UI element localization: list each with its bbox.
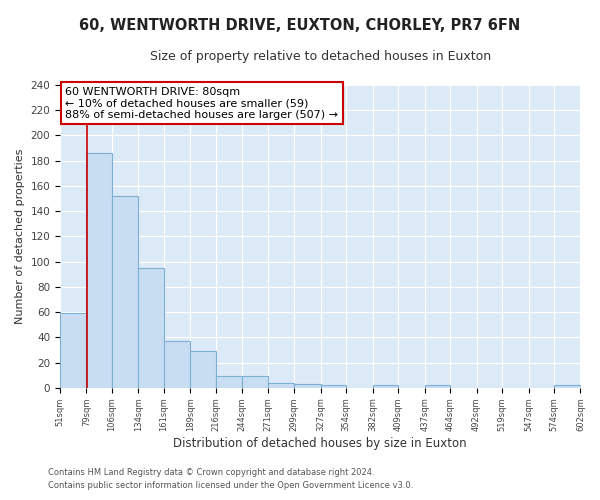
Bar bbox=[294, 384, 321, 388]
Title: Size of property relative to detached houses in Euxton: Size of property relative to detached ho… bbox=[150, 50, 491, 63]
Bar bbox=[321, 386, 346, 388]
Bar bbox=[373, 386, 398, 388]
Bar bbox=[164, 341, 190, 388]
Bar bbox=[190, 352, 216, 388]
Bar bbox=[216, 376, 242, 388]
Bar bbox=[268, 383, 294, 388]
Text: 60, WENTWORTH DRIVE, EUXTON, CHORLEY, PR7 6FN: 60, WENTWORTH DRIVE, EUXTON, CHORLEY, PR… bbox=[79, 18, 521, 32]
Text: 60 WENTWORTH DRIVE: 80sqm
← 10% of detached houses are smaller (59)
88% of semi-: 60 WENTWORTH DRIVE: 80sqm ← 10% of detac… bbox=[65, 86, 338, 120]
Bar bbox=[86, 153, 112, 388]
Bar bbox=[425, 386, 450, 388]
Bar bbox=[60, 314, 86, 388]
Y-axis label: Number of detached properties: Number of detached properties bbox=[15, 148, 25, 324]
X-axis label: Distribution of detached houses by size in Euxton: Distribution of detached houses by size … bbox=[173, 437, 467, 450]
Bar bbox=[554, 386, 581, 388]
Text: Contains HM Land Registry data © Crown copyright and database right 2024.
Contai: Contains HM Land Registry data © Crown c… bbox=[48, 468, 413, 489]
Bar bbox=[112, 196, 139, 388]
Bar bbox=[242, 376, 268, 388]
Bar bbox=[139, 268, 164, 388]
